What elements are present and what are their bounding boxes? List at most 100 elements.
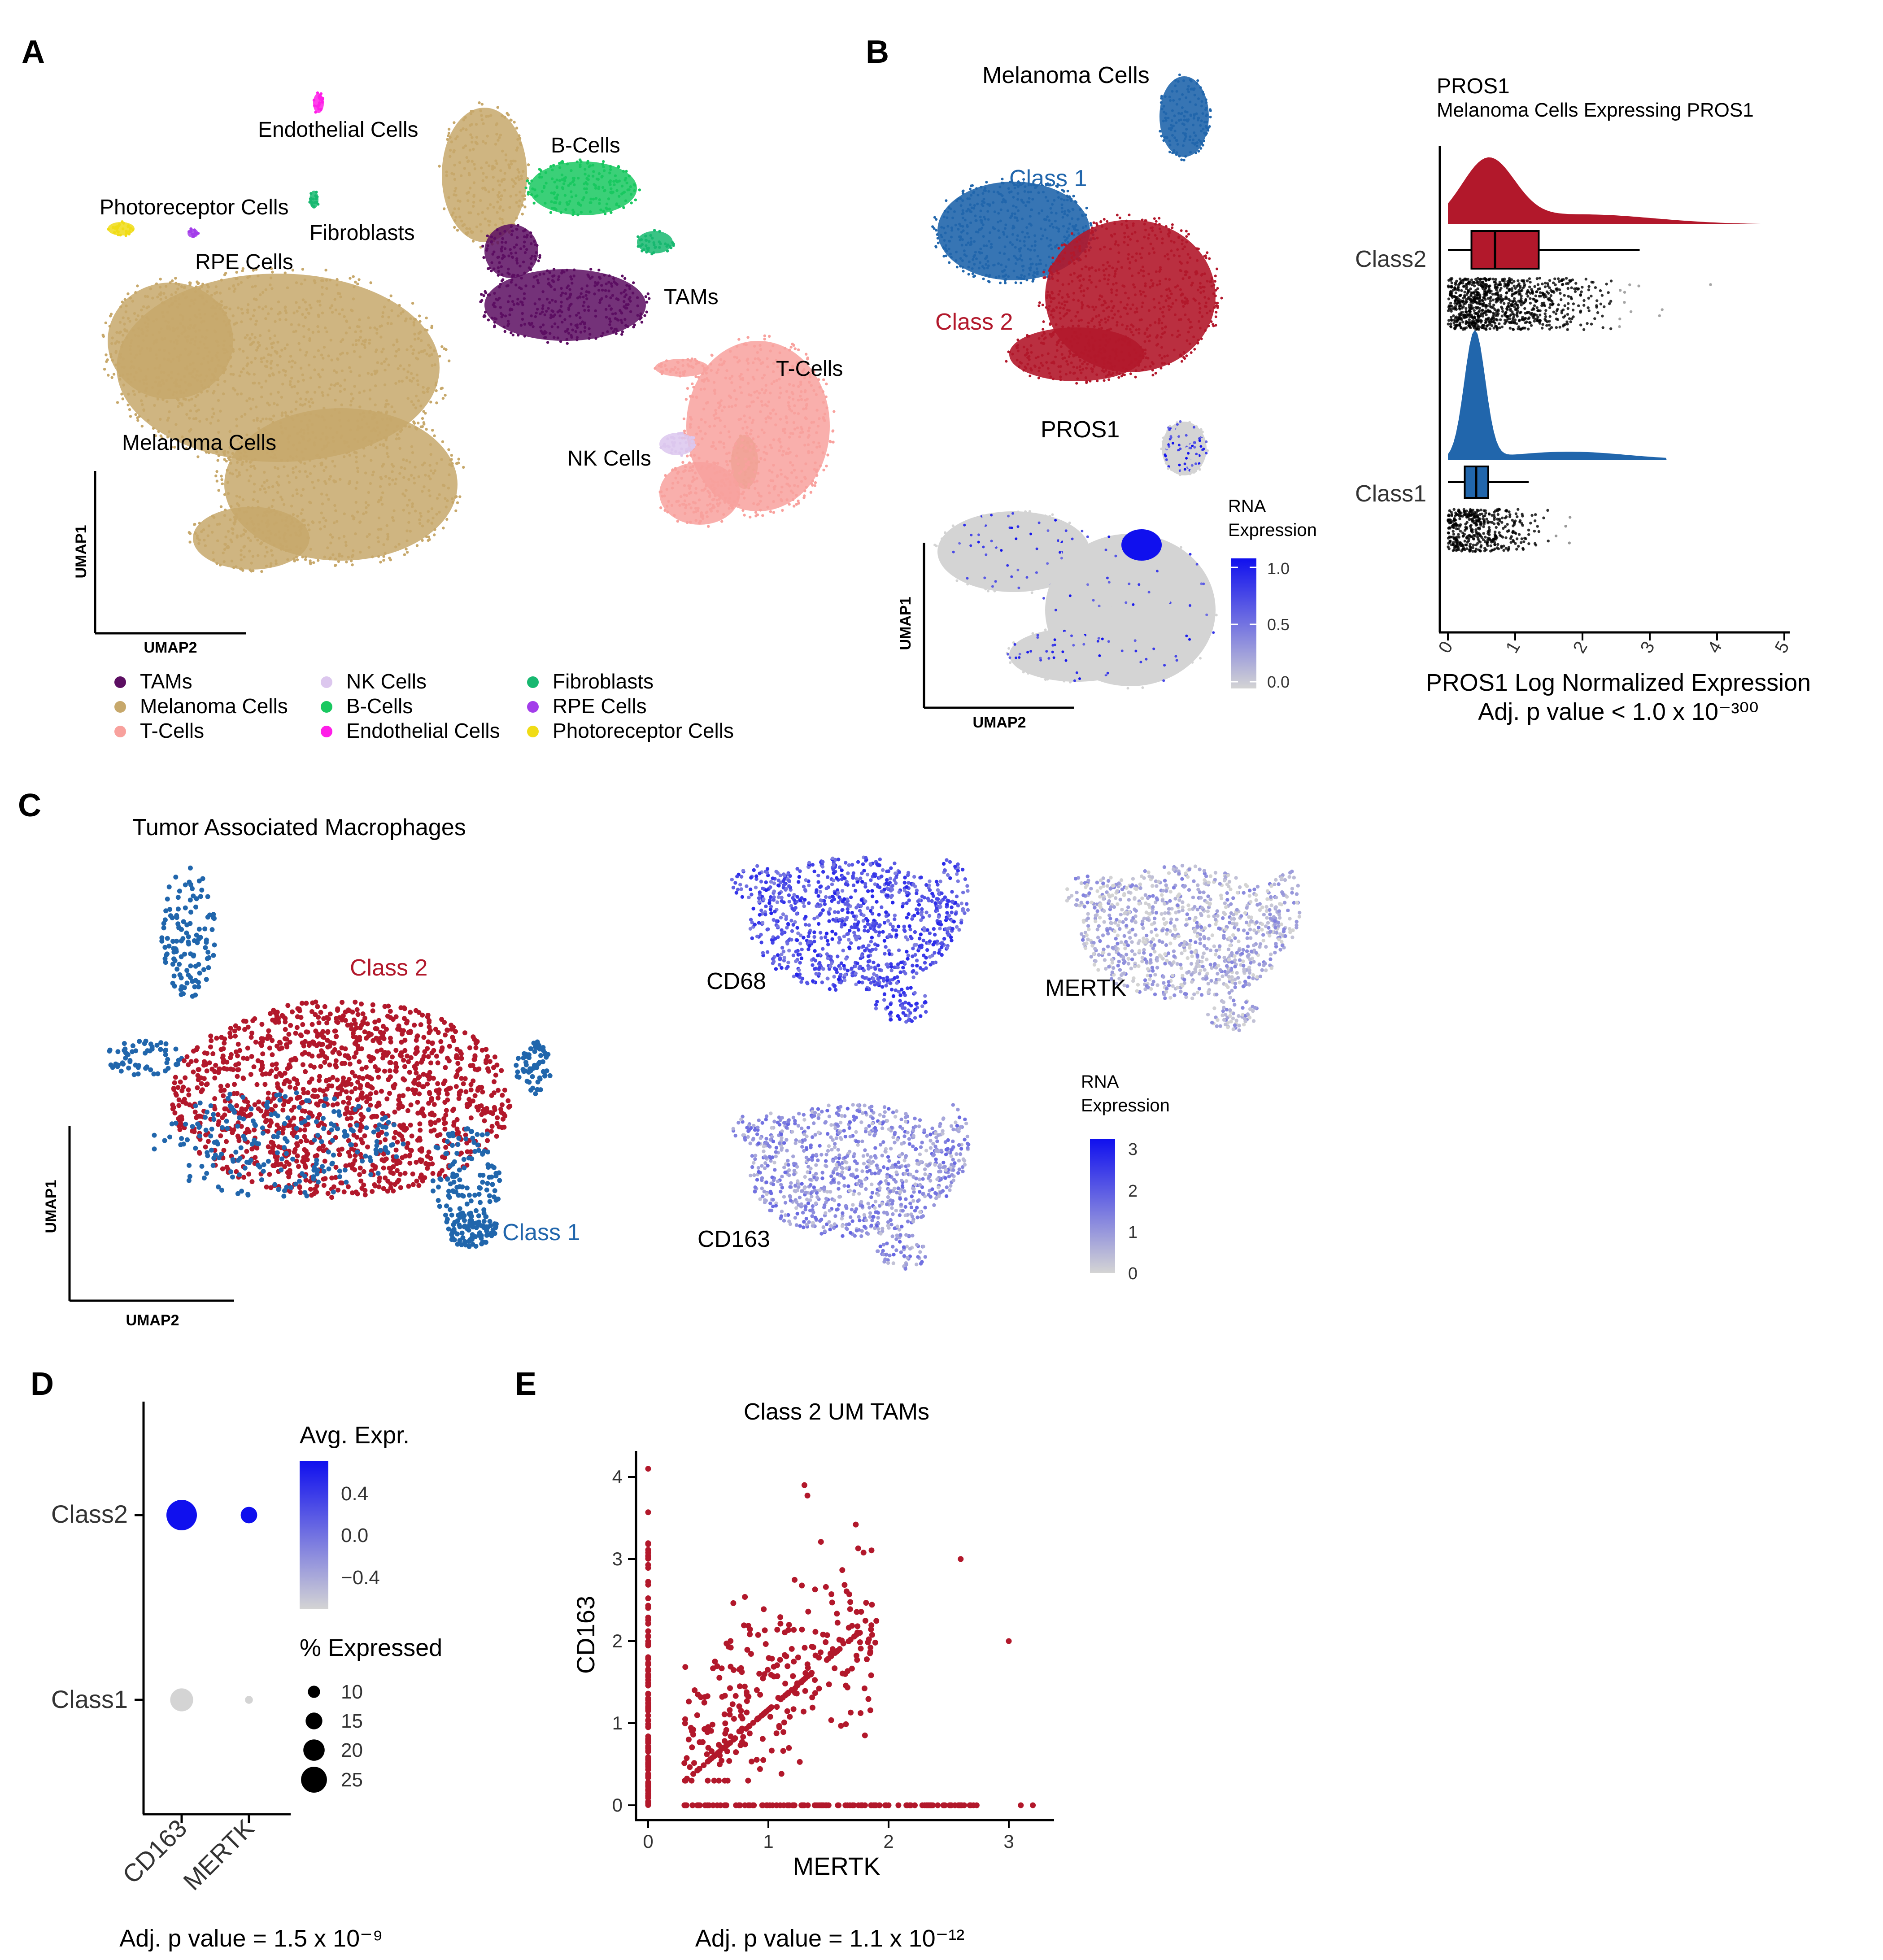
umap-a-cell xyxy=(410,379,413,383)
umap-b-cell xyxy=(1174,299,1177,302)
umap-b-cell xyxy=(1178,155,1181,158)
umap-a-cell xyxy=(341,308,344,311)
umap-a-cell xyxy=(162,382,165,385)
umap-a-cell xyxy=(304,447,307,450)
umap-a-cell xyxy=(193,404,196,407)
umap-a-cell xyxy=(258,344,261,347)
umap-b-cell xyxy=(1158,354,1161,357)
umap-b-cell xyxy=(1183,123,1186,126)
umap-a-cell xyxy=(318,304,322,307)
umap-a-cell xyxy=(589,197,593,200)
umap-a-cell xyxy=(270,510,273,513)
umap-b-cell xyxy=(997,212,1000,215)
umap-b-cell xyxy=(1127,253,1130,256)
umap-a-cell xyxy=(317,330,320,333)
umap-a-cell xyxy=(227,530,230,533)
umap-a-cell xyxy=(814,481,817,484)
umap-a-cell xyxy=(519,265,522,268)
umap-a-cell xyxy=(192,417,196,420)
umap-a-cell xyxy=(443,484,446,488)
umap-a-cell xyxy=(231,387,235,390)
umap-a-cell xyxy=(118,378,122,381)
umap-a-cell xyxy=(128,408,131,411)
umap-a-cell xyxy=(628,296,632,299)
umap-b-cell xyxy=(1082,278,1085,281)
umap-b-cell xyxy=(1193,114,1196,117)
umap-a-cell xyxy=(636,304,639,308)
umap-a-cell xyxy=(170,376,173,380)
umap-a-cell xyxy=(644,295,648,298)
umap-a-cell xyxy=(615,180,619,183)
umap-b-cell xyxy=(1200,142,1203,145)
umap-b-cell xyxy=(958,222,961,226)
umap-b-cell xyxy=(1197,117,1200,120)
umap-a-cell xyxy=(177,372,180,375)
umap-a-cell xyxy=(196,232,200,235)
umap-a-cell xyxy=(559,294,563,297)
umap-a-cell xyxy=(572,274,575,278)
umap-a-cell xyxy=(249,517,252,520)
umap-a-cell xyxy=(334,509,337,512)
umap-b-cell xyxy=(942,246,945,249)
umap-a-cell xyxy=(576,213,580,217)
umap-a-cell xyxy=(379,561,382,564)
umap-a-cell xyxy=(527,182,531,185)
umap-b-cell xyxy=(1189,135,1192,138)
umap-a-cell xyxy=(187,327,191,330)
umap-a-cell xyxy=(533,302,537,305)
umap-a-cell xyxy=(187,335,190,338)
umap-a-cell xyxy=(351,554,354,557)
umap-a-cell xyxy=(349,277,352,280)
umap-b-cell xyxy=(1126,244,1129,247)
umap-b-cell xyxy=(1024,204,1027,207)
umap-a-cell xyxy=(217,399,220,402)
umap-a-cell xyxy=(674,468,677,471)
umap-a-cell xyxy=(551,299,554,302)
umap-a-cell xyxy=(174,299,177,303)
umap-b-cell xyxy=(1092,237,1094,240)
umap-a-cell xyxy=(228,446,231,449)
umap-a-cell xyxy=(715,498,719,502)
umap-a-cell xyxy=(214,306,217,310)
umap-a-cell xyxy=(284,411,287,414)
umap-b-cell xyxy=(935,218,938,221)
umap-a-cell xyxy=(577,311,580,315)
umap-b-cell xyxy=(1144,228,1147,231)
umap-a-cell xyxy=(191,299,194,302)
umap-a-cell xyxy=(598,202,601,205)
umap-a-cell xyxy=(299,397,302,401)
umap-b-cell xyxy=(1173,348,1176,352)
umap-a-cell xyxy=(382,444,385,447)
umap-a-cell xyxy=(166,400,169,403)
umap-b-cell xyxy=(1184,155,1187,158)
umap-a-cell xyxy=(630,201,633,205)
umap-a-cell xyxy=(558,314,562,318)
umap-a-cell xyxy=(168,388,171,392)
umap-b-cell xyxy=(1132,325,1135,328)
umap-a-cell xyxy=(816,425,820,428)
umap-a-cell xyxy=(447,487,450,490)
umap-a-cell xyxy=(292,418,295,421)
umap-b-cell xyxy=(1140,256,1143,259)
umap-a-cell xyxy=(265,536,268,540)
umap-a-cell xyxy=(225,323,228,327)
umap-b-cell xyxy=(990,243,993,246)
umap-b-cell xyxy=(1081,267,1084,270)
umap-b-cell xyxy=(1174,84,1177,87)
umap-b-cell xyxy=(1002,182,1005,185)
umap-a-cell xyxy=(585,191,588,194)
umap-a-cell xyxy=(271,270,274,274)
umap-b-cell xyxy=(936,237,939,240)
umap-a-cell xyxy=(680,477,683,480)
legend-key-melanoma-cells xyxy=(114,701,126,713)
umap-a-cell xyxy=(534,315,537,318)
umap-a-cell xyxy=(501,237,504,240)
umap-b-cell xyxy=(1164,278,1168,280)
umap-b-cell xyxy=(1159,335,1163,339)
umap-b-cell xyxy=(1159,307,1162,310)
umap-b-cell xyxy=(1166,253,1169,256)
umap-a-cell xyxy=(385,399,388,402)
umap-a-cell xyxy=(783,431,787,435)
umap-a-cell xyxy=(428,494,432,497)
umap-a-cell xyxy=(541,290,545,293)
